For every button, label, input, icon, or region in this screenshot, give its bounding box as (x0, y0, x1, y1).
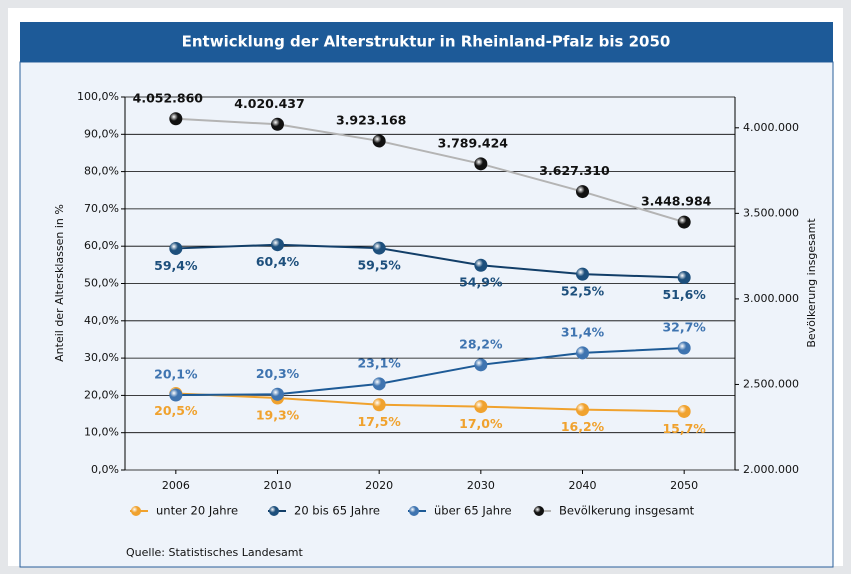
y-tick-label: 60,0% (84, 239, 119, 252)
value-label: 19,3% (256, 408, 300, 423)
value-label: 20,1% (154, 367, 198, 382)
legend-marker (534, 506, 544, 516)
y-tick-label: 90,0% (84, 127, 119, 140)
marker (474, 400, 488, 414)
y-tick-label: 20,0% (84, 388, 119, 401)
value-label: 60,4% (256, 254, 300, 269)
y-tick-label: 50,0% (84, 277, 119, 290)
marker (271, 117, 284, 131)
x-tick-label: 2030 (467, 479, 495, 492)
panel (19, 61, 834, 568)
y2-tick-label: 2.000.000 (743, 463, 799, 476)
y2-tick-label: 3.500.000 (743, 206, 799, 219)
value-label: 17,5% (357, 414, 401, 429)
chart-title: Entwicklung der Alterstruktur in Rheinla… (182, 33, 671, 51)
marker (474, 258, 488, 272)
x-tick-label: 2010 (264, 479, 292, 492)
marker (169, 241, 183, 255)
y-tick-label: 40,0% (84, 314, 119, 327)
marker (576, 403, 589, 417)
y2-tick-label: 2.500.000 (743, 377, 799, 390)
series-line (175, 347, 685, 397)
series-line (175, 117, 685, 224)
value-label: 3.448.984 (641, 194, 712, 209)
y-axis-label: Anteil der Altersklassen in % (53, 204, 66, 362)
value-label: 4.052.860 (133, 90, 204, 105)
legend-marker (409, 506, 419, 516)
series-line (175, 243, 685, 279)
marker (576, 185, 589, 199)
y-tick-label: 100,0% (77, 90, 119, 103)
value-label: 54,9% (459, 275, 503, 290)
marker (372, 398, 386, 412)
marker (677, 404, 691, 418)
value-label: 51,6% (662, 287, 706, 302)
marker (372, 134, 386, 148)
marker (271, 238, 284, 252)
y-tick-label: 10,0% (84, 426, 119, 439)
value-label: 31,4% (561, 324, 605, 339)
legend-label: über 65 Jahre (434, 504, 512, 518)
y2-tick-label: 3.000.000 (743, 292, 799, 305)
y-tick-label: 30,0% (84, 351, 119, 364)
legend-marker (131, 506, 141, 516)
source: Quelle: Statistisches Landesamt (126, 546, 304, 559)
y2-axis-label: Bevölkerung insgesamt (805, 218, 818, 348)
y-tick-label: 80,0% (84, 165, 119, 178)
value-label: 32,7% (662, 320, 706, 335)
x-tick-label: 2050 (670, 479, 698, 492)
value-label: 17,0% (459, 416, 503, 431)
marker (677, 215, 691, 229)
series-line (175, 392, 685, 413)
marker (576, 267, 589, 281)
x-tick-label: 2006 (162, 479, 190, 492)
value-label: 16,2% (561, 419, 605, 434)
legend-label: unter 20 Jahre (156, 504, 238, 518)
marker (271, 387, 284, 401)
value-label: 23,1% (357, 355, 401, 370)
marker (677, 271, 691, 285)
value-label: 4.020.437 (234, 96, 304, 111)
x-tick-label: 2040 (569, 479, 597, 492)
value-label: 3.789.424 (438, 135, 509, 150)
value-label: 3.923.168 (336, 112, 406, 127)
marker (372, 241, 386, 255)
legend-marker (269, 506, 279, 516)
marker (576, 346, 589, 360)
title-bar (20, 22, 833, 62)
marker (474, 157, 488, 171)
marker (169, 112, 183, 126)
value-label: 20,3% (256, 366, 300, 381)
marker (677, 341, 691, 355)
value-label: 28,2% (459, 336, 503, 351)
y2-tick-label: 4.000.000 (743, 121, 799, 134)
marker (474, 358, 488, 372)
value-label: 59,4% (154, 258, 198, 273)
value-label: 52,5% (561, 284, 605, 299)
legend-label: Bevölkerung insgesamt (559, 504, 695, 518)
y-tick-label: 0,0% (91, 463, 119, 476)
x-tick-label: 2020 (365, 479, 393, 492)
marker (372, 377, 386, 391)
marker (169, 388, 183, 402)
value-label: 59,5% (357, 258, 401, 273)
y-tick-label: 70,0% (84, 202, 119, 215)
legend-label: 20 bis 65 Jahre (294, 504, 380, 518)
value-label: 3.627.310 (539, 163, 610, 178)
value-label: 15,7% (662, 421, 706, 436)
value-label: 20,5% (154, 403, 198, 418)
